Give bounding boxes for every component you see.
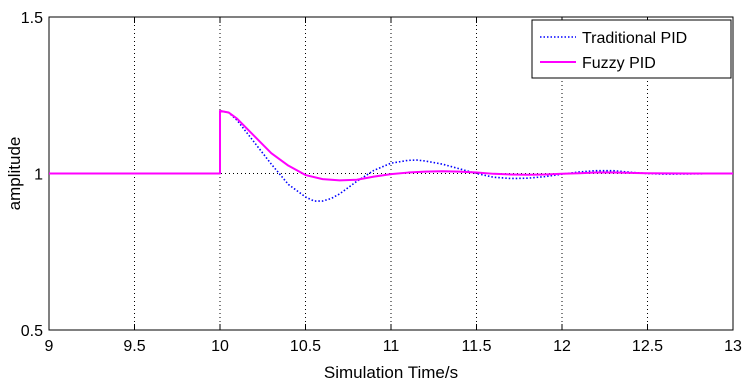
x-tick-label: 10.5 bbox=[290, 338, 321, 355]
legend: Traditional PID Fuzzy PID bbox=[531, 19, 732, 79]
x-tick-label: 12.5 bbox=[632, 338, 663, 355]
ticks-layer: 9 9.5 10 10.5 11 11.5 12 12.5 130.511.5 bbox=[21, 10, 742, 355]
series-line-fuzzy-pid bbox=[49, 109, 733, 182]
y-axis-label: amplitude bbox=[5, 137, 24, 211]
series-layer bbox=[49, 109, 734, 202]
y-tick-label: 1.5 bbox=[21, 10, 43, 27]
x-tick-label: 12 bbox=[553, 338, 571, 355]
x-tick-label: 11.5 bbox=[462, 338, 492, 355]
x-tick-label: 9.5 bbox=[123, 338, 145, 355]
x-tick-label: 11 bbox=[383, 338, 400, 355]
x-axis-label: Simulation Time/s bbox=[324, 363, 458, 382]
x-tick-label: 13 bbox=[724, 338, 742, 355]
legend-label-traditional-pid: Traditional PID bbox=[582, 30, 687, 47]
y-tick-label: 0.5 bbox=[21, 323, 43, 340]
series-line-traditional-pid bbox=[49, 110, 734, 202]
y-tick-label: 1 bbox=[34, 167, 43, 184]
legend-label-fuzzy-pid: Fuzzy PID bbox=[582, 55, 656, 72]
legend-box bbox=[531, 19, 732, 79]
x-tick-label: 9 bbox=[45, 338, 54, 355]
x-tick-label: 10 bbox=[211, 338, 229, 355]
